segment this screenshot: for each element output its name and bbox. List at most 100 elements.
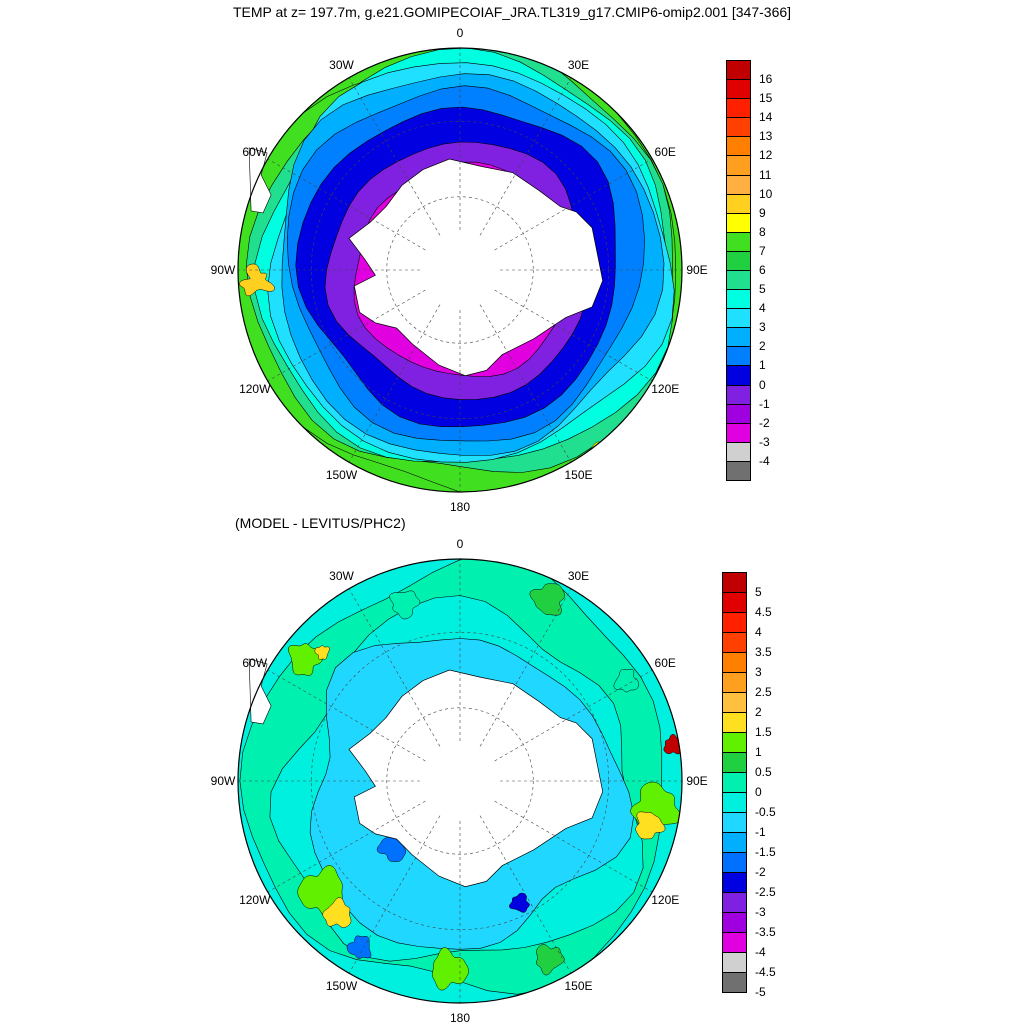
colorbar-box bbox=[722, 772, 747, 793]
colorbar-label: -2 bbox=[759, 415, 770, 430]
colorbar-box bbox=[722, 712, 747, 733]
colorbar-label: 1 bbox=[755, 745, 762, 759]
longitude-label: 90E bbox=[686, 774, 708, 788]
longitude-label: 180 bbox=[449, 500, 471, 514]
antarctica-land bbox=[348, 669, 604, 888]
colorbar-box bbox=[722, 972, 747, 993]
colorbar-box bbox=[726, 441, 751, 462]
colorbar-box bbox=[726, 60, 751, 81]
colorbar-box bbox=[726, 98, 751, 119]
colorbar-label: 3.5 bbox=[755, 645, 772, 659]
longitude-label: 120E bbox=[651, 381, 680, 396]
longitude-label: 90W bbox=[210, 263, 236, 277]
temperature-map-border bbox=[237, 47, 683, 493]
colorbar-box bbox=[726, 365, 751, 386]
colorbar-label: 10 bbox=[759, 186, 773, 201]
colorbar-label: -3.5 bbox=[755, 925, 776, 939]
longitude-label: 60W bbox=[242, 655, 268, 670]
colorbar-label: -2.5 bbox=[755, 885, 776, 899]
colorbar-label: -1.5 bbox=[755, 845, 776, 859]
longitude-label: 90W bbox=[210, 774, 236, 788]
colorbar-label: -4 bbox=[759, 453, 770, 468]
colorbar-box bbox=[722, 612, 747, 633]
difference-colorbar: 5 4.5 4 3.5 3 2.5 2 1.5 1 0.5 0 -0.5 -1 -1.5 -2 -2.5 -3 -… bbox=[722, 572, 802, 999]
colorbar-box bbox=[722, 672, 747, 693]
colorbar-box bbox=[726, 79, 751, 100]
colorbar-label: -1 bbox=[755, 825, 766, 839]
colorbar-label: -3 bbox=[759, 434, 770, 449]
colorbar-box bbox=[726, 289, 751, 310]
colorbar-box bbox=[722, 812, 747, 833]
difference-graticule bbox=[238, 559, 682, 1003]
colorbar-box bbox=[726, 308, 751, 329]
colorbar-box bbox=[722, 732, 747, 753]
temperature-colorbar: 16 15 14 13 12 11 10 9 8 7 6 5 4 3 2 1 0 -1 -2 -3 -4 bbox=[726, 60, 806, 481]
longitude-label: 150W bbox=[325, 979, 358, 994]
longitude-label: 150W bbox=[325, 468, 358, 483]
colorbar-label: 4.5 bbox=[755, 605, 772, 619]
colorbar-label: -1 bbox=[759, 396, 770, 411]
colorbar-label: 16 bbox=[759, 72, 773, 87]
longitude-label: 120E bbox=[651, 892, 680, 907]
colorbar-box bbox=[722, 912, 747, 933]
colorbar-label: 2 bbox=[755, 705, 762, 719]
colorbar-box bbox=[726, 231, 751, 252]
colorbar-label: 14 bbox=[759, 110, 773, 125]
colorbar-box bbox=[726, 327, 751, 348]
difference-polar-map bbox=[237, 558, 683, 1004]
colorbar-box bbox=[722, 892, 747, 913]
colorbar-box bbox=[722, 792, 747, 813]
colorbar-box bbox=[722, 952, 747, 973]
colorbar-box bbox=[726, 212, 751, 233]
colorbar-label: 7 bbox=[759, 243, 766, 258]
colorbar-label: 0 bbox=[755, 785, 762, 799]
colorbar-box bbox=[722, 652, 747, 673]
colorbar-box bbox=[722, 572, 747, 593]
colorbar-box bbox=[722, 592, 747, 613]
colorbar-box bbox=[722, 752, 747, 773]
south-america-land bbox=[248, 658, 272, 725]
longitude-label: 60E bbox=[654, 144, 676, 159]
colorbar-label: 11 bbox=[759, 167, 772, 182]
longitude-label: 0 bbox=[456, 26, 464, 40]
colorbar-label: 3 bbox=[755, 665, 762, 679]
colorbar-box bbox=[726, 422, 751, 443]
longitude-label: 90E bbox=[686, 263, 708, 277]
difference-subtitle: (MODEL - LEVITUS/PHC2) bbox=[235, 515, 406, 531]
temperature-polar-map bbox=[237, 47, 683, 493]
colorbar-box bbox=[726, 403, 751, 424]
colorbar-box bbox=[722, 932, 747, 953]
temperature-graticule bbox=[238, 48, 682, 492]
colorbar-label: 0.5 bbox=[755, 765, 772, 779]
colorbar-box bbox=[722, 632, 747, 653]
longitude-label: 30E bbox=[567, 568, 590, 583]
colorbar-box bbox=[722, 872, 747, 893]
longitude-label: 150E bbox=[564, 468, 593, 483]
longitude-label: 180 bbox=[449, 1011, 471, 1024]
colorbar-label: 15 bbox=[759, 91, 773, 106]
longitude-label: 60E bbox=[654, 655, 676, 670]
colorbar-box bbox=[722, 832, 747, 853]
colorbar-label: -3 bbox=[755, 905, 766, 919]
colorbar-label: 0 bbox=[759, 377, 766, 392]
colorbar-box bbox=[726, 117, 751, 138]
colorbar-label: -4 bbox=[755, 945, 766, 959]
colorbar-label: 6 bbox=[759, 263, 766, 277]
colorbar-label: 9 bbox=[759, 205, 766, 220]
longitude-label: 150E bbox=[564, 979, 593, 994]
colorbar-label: 12 bbox=[759, 148, 773, 163]
colorbar-label: 2 bbox=[759, 339, 766, 354]
colorbar-box bbox=[722, 852, 747, 873]
colorbar-label: 4 bbox=[759, 301, 766, 316]
longitude-label: 30W bbox=[329, 57, 354, 72]
difference-map-border bbox=[237, 558, 683, 1004]
colorbar-box bbox=[722, 692, 747, 713]
longitude-label: 30E bbox=[567, 57, 590, 72]
colorbar-box bbox=[726, 136, 751, 157]
south-america-land bbox=[248, 147, 272, 214]
colorbar-label: -4.5 bbox=[755, 965, 776, 979]
colorbar-box bbox=[726, 193, 751, 214]
colorbar-label: -0.5 bbox=[755, 805, 776, 819]
colorbar-label: 1 bbox=[759, 358, 766, 373]
